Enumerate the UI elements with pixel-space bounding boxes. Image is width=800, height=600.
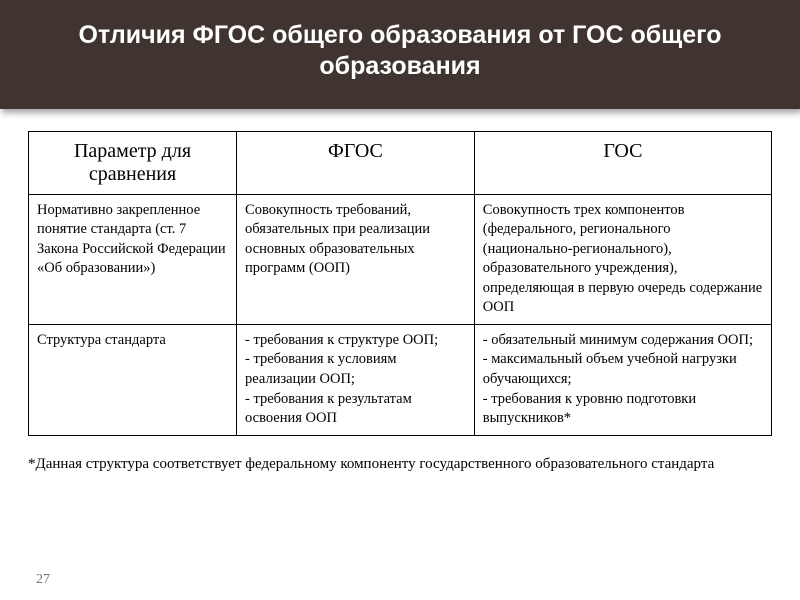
column-header-fgos: ФГОС [237, 131, 475, 194]
column-header-gos: ГОС [474, 131, 771, 194]
slide-title: Отличия ФГОС общего образования от ГОС о… [30, 20, 770, 83]
table-row: Структура стандарта - требования к струк… [29, 324, 772, 435]
cell-parameter: Нормативно закрепленное понятие стандарт… [29, 194, 237, 324]
cell-fgos: - требования к структуре ООП;- требовани… [237, 324, 475, 435]
comparison-table-container: Параметр для сравнения ФГОС ГОС Норматив… [0, 131, 800, 436]
page-number: 27 [36, 572, 50, 588]
slide-header: Отличия ФГОС общего образования от ГОС о… [0, 0, 800, 109]
comparison-table: Параметр для сравнения ФГОС ГОС Норматив… [28, 131, 772, 436]
cell-fgos: Совокупность требований, обязательных пр… [237, 194, 475, 324]
cell-parameter: Структура стандарта [29, 324, 237, 435]
column-header-parameter: Параметр для сравнения [29, 131, 237, 194]
cell-gos: Совокупность трех компонентов (федеральн… [474, 194, 771, 324]
footnote: *Данная структура соответствует федераль… [0, 436, 800, 474]
table-header-row: Параметр для сравнения ФГОС ГОС [29, 131, 772, 194]
cell-gos: - обязательный минимум содержания ООП;- … [474, 324, 771, 435]
table-row: Нормативно закрепленное понятие стандарт… [29, 194, 772, 324]
